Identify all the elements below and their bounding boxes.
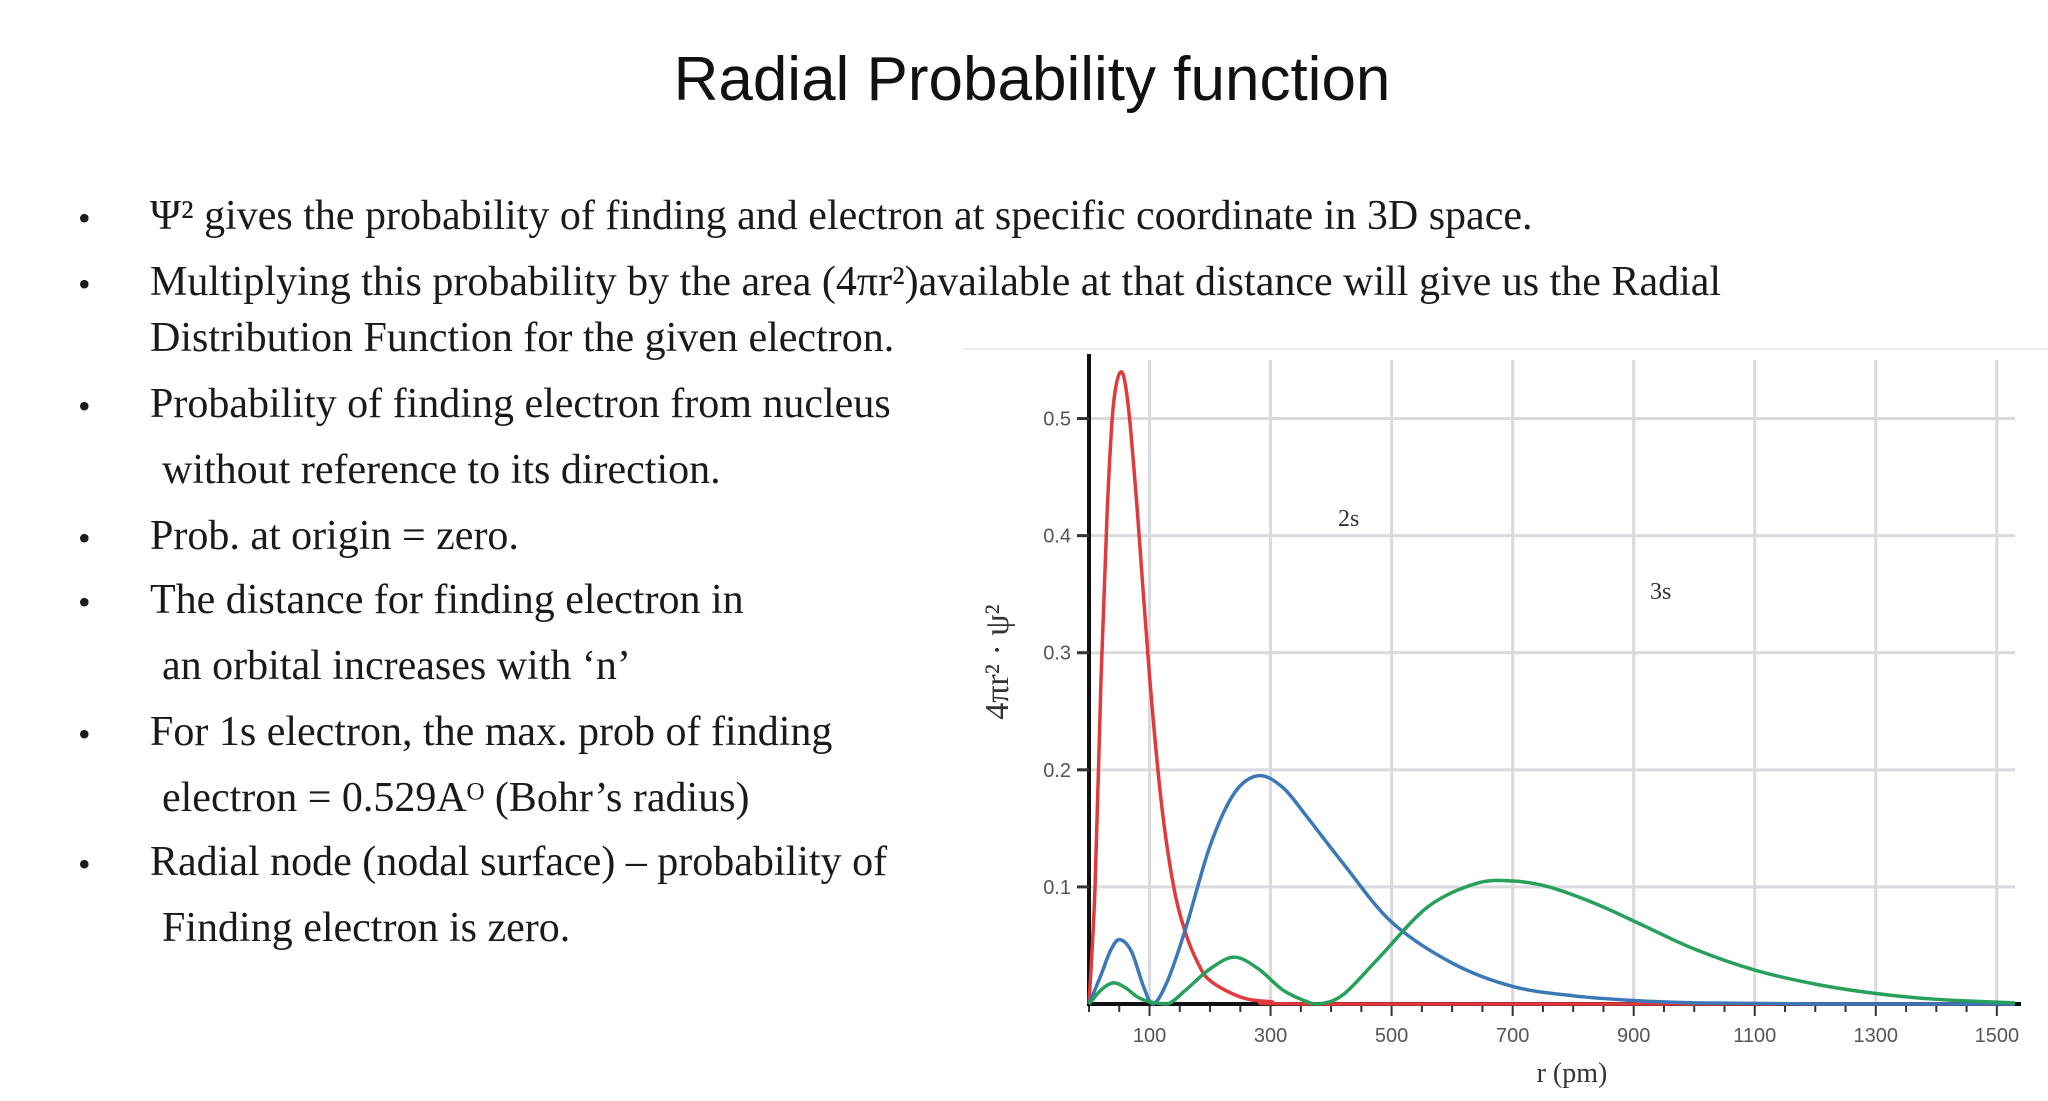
x-tick-label: 300 — [1254, 1025, 1287, 1047]
y-tick-label: 0.4 — [1043, 526, 1071, 548]
bullet-marker: • — [78, 386, 91, 426]
bullet-text-line: electron = 0.529Aᴼ (Bohr’s radius) — [162, 775, 750, 821]
x-tick-label: 700 — [1496, 1025, 1529, 1047]
bullet-text-line: Ψ² gives the probability of finding and … — [150, 193, 1533, 239]
bullet-text-line: Prob. at origin = zero. — [150, 513, 519, 559]
bullet-text-line: Distribution Function for the given elec… — [150, 315, 895, 361]
y-tick-label: 0.3 — [1043, 643, 1071, 665]
series-label-2s: 2s — [1338, 506, 1359, 532]
bullet-text-line: Finding electron is zero. — [162, 905, 571, 951]
bullet-text-line: Radial node (nodal surface) – probabilit… — [150, 839, 888, 885]
bullet-marker: • — [78, 198, 91, 238]
radial-distribution-chart: 0.1 0.2 0.3 0.4 0.5 100 300 500 700 900 1100 1300 15… — [963, 348, 2048, 1101]
x-tick-label: 900 — [1617, 1025, 1650, 1047]
x-axis-title: r (pm) — [1537, 1058, 1608, 1089]
bullet-marker: • — [78, 582, 91, 622]
x-tick-label: 100 — [1133, 1025, 1166, 1047]
y-tick-label: 0.2 — [1043, 760, 1071, 782]
bullet-text-line: Probability of finding electron from nuc… — [150, 381, 891, 427]
series-label-3s: 3s — [1650, 579, 1671, 605]
bullet-marker: • — [78, 264, 91, 304]
chart-svg: 0.1 0.2 0.3 0.4 0.5 100 300 500 700 900 1100 1300 15… — [979, 354, 2021, 1089]
bullet-text-line: an orbital increases with ‘n’ — [162, 643, 631, 689]
slide-title: Radial Probability function — [673, 45, 1391, 114]
bullet-text-line: without reference to its direction. — [162, 447, 721, 493]
bullet-marker: • — [78, 518, 91, 558]
series-line-2s — [1087, 773, 2015, 1006]
series-line-3s — [1087, 878, 2016, 1006]
x-tick-label: 500 — [1375, 1025, 1408, 1047]
bullet-text-line: The distance for finding electron in — [150, 577, 744, 623]
x-tick-label: 1300 — [1854, 1025, 1899, 1047]
bullet-text-line: Multiplying this probability by the area… — [150, 259, 1722, 305]
series-line-1s — [1087, 369, 2015, 1006]
bullet-text-line: For 1s electron, the max. prob of findin… — [150, 709, 833, 755]
bullet-marker: • — [78, 844, 91, 884]
y-tick-label: 0.5 — [1043, 409, 1071, 431]
x-tick-label: 1500 — [1975, 1025, 2020, 1047]
x-tick-label: 1100 — [1733, 1025, 1776, 1047]
y-tick-label: 0.1 — [1043, 877, 1071, 899]
y-axis-title: 4πr² · ψ² — [979, 604, 1016, 719]
bullet-marker: • — [78, 714, 91, 754]
